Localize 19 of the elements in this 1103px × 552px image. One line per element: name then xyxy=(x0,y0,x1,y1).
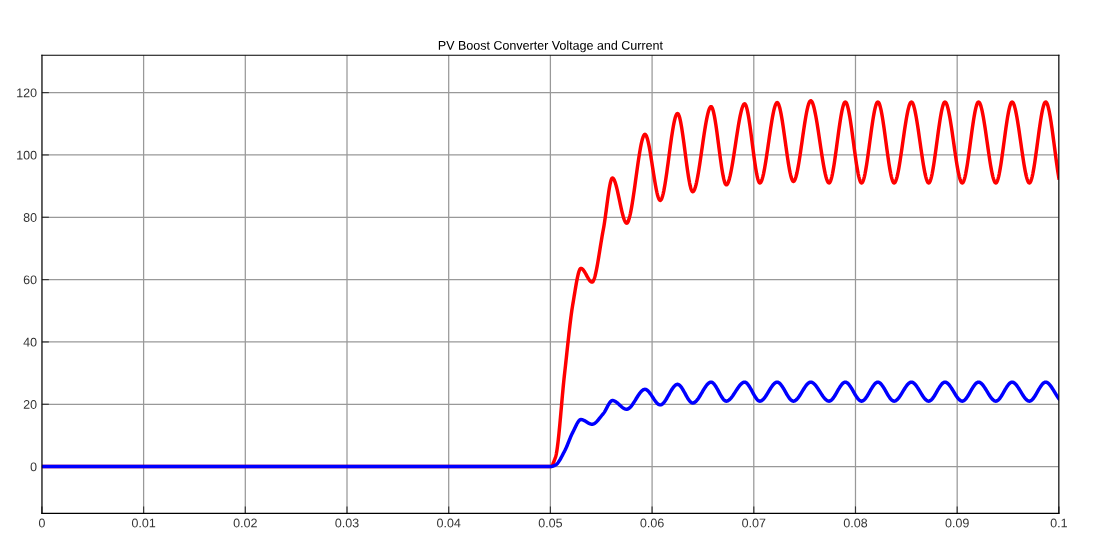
x-tick-label: 0.1 xyxy=(1050,518,1067,528)
y-tick-label: 60 xyxy=(23,275,37,285)
y-tick-label: 40 xyxy=(23,337,37,347)
y-tick-label: 20 xyxy=(23,400,37,409)
x-tick-label: 0.03 xyxy=(335,518,359,528)
chart-title: PV Boost Converter Voltage and Current xyxy=(438,40,663,53)
x-tick-label: 0 xyxy=(38,518,45,528)
y-tick-label: 80 xyxy=(23,213,37,222)
x-tick-label: 0.04 xyxy=(437,518,461,528)
x-tick-label: 0.08 xyxy=(843,518,868,528)
y-tick-label: 120 xyxy=(17,88,37,98)
x-tick-label: 0.01 xyxy=(131,518,156,528)
x-tick-label: 0.09 xyxy=(945,518,969,528)
x-tick-label: 0.06 xyxy=(640,518,664,528)
x-tick-label: 0.05 xyxy=(538,518,563,528)
x-tick-label: 0.02 xyxy=(233,518,257,528)
y-tick-label: 0 xyxy=(30,462,37,472)
x-tick-label: 0.07 xyxy=(742,518,766,528)
y-tick-label: 100 xyxy=(17,150,37,160)
